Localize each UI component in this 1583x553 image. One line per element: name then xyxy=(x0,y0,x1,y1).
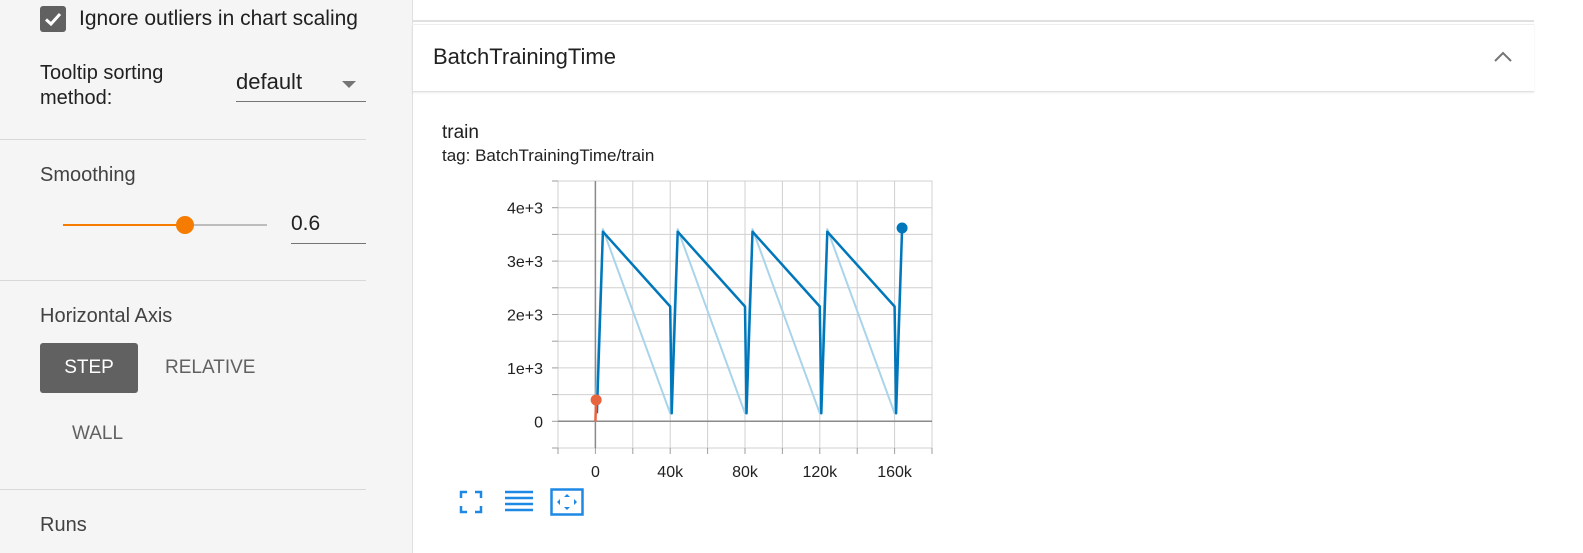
tooltip-sorting-label: Tooltip sorting method: xyxy=(40,62,164,109)
ignore-outliers-checkbox[interactable] xyxy=(40,6,66,32)
series-end-marker xyxy=(590,394,602,406)
card-title: BatchTrainingTime xyxy=(433,44,616,69)
x-tick-label: 80k xyxy=(732,464,759,481)
ignore-outliers-row[interactable]: Ignore outliers in chart scaling xyxy=(40,4,357,34)
chart-title: train xyxy=(442,122,479,143)
y-tick-label: 0 xyxy=(534,414,543,431)
y-tick-label: 4e+3 xyxy=(507,201,543,218)
axis-relative-button[interactable]: RELATIVE xyxy=(165,357,256,378)
fullscreen-button[interactable] xyxy=(454,487,488,517)
smoothing-slider[interactable] xyxy=(63,216,267,234)
x-tick-label: 120k xyxy=(802,464,838,481)
horizontal-axis-title: Horizontal Axis xyxy=(40,305,173,327)
chart-toolbar xyxy=(454,487,598,517)
axis-step-button[interactable]: STEP xyxy=(40,343,138,393)
x-tick-label: 160k xyxy=(877,464,913,481)
divider xyxy=(0,280,366,281)
smoothing-slider-thumb[interactable] xyxy=(176,216,195,234)
check-icon xyxy=(44,12,62,27)
chart-tag: tag: BatchTrainingTime/train xyxy=(442,146,655,165)
y-tick-label: 2e+3 xyxy=(507,308,543,325)
divider xyxy=(0,139,366,140)
y-tick-label: 3e+3 xyxy=(507,254,543,271)
chevron-up-icon[interactable] xyxy=(1492,46,1514,68)
previous-card-edge xyxy=(412,0,1534,22)
sidebar: Ignore outliers in chart scaling Tooltip… xyxy=(0,0,413,553)
log-scale-button[interactable] xyxy=(502,487,536,517)
divider xyxy=(0,489,366,490)
axis-wall-button[interactable]: WALL xyxy=(72,423,124,444)
line-chart[interactable]: 0 40k 80k 120k 160k 0 1e+3 2e+3 3e+3 4e+3 xyxy=(442,168,942,483)
fit-domain-button[interactable] xyxy=(550,487,584,517)
smoothing-slider-fill xyxy=(63,224,186,226)
smoothed-series-line xyxy=(595,227,904,415)
fit-domain-icon xyxy=(550,488,584,516)
fullscreen-icon xyxy=(459,490,483,514)
tooltip-sorting-value: default xyxy=(236,69,303,94)
tooltip-sorting-select[interactable]: default xyxy=(236,66,366,102)
x-tick-label: 0 xyxy=(591,464,600,481)
series-end-marker xyxy=(896,222,908,234)
log-scale-icon xyxy=(505,490,533,512)
y-tick-label: 1e+3 xyxy=(507,361,543,378)
card-header[interactable]: BatchTrainingTime xyxy=(412,24,1534,92)
x-tick-label: 40k xyxy=(657,464,684,481)
dropdown-arrow-icon xyxy=(342,81,356,88)
main-content: BatchTrainingTime train tag: BatchTraini… xyxy=(412,0,1583,553)
ignore-outliers-label: Ignore outliers in chart scaling xyxy=(79,7,357,30)
smoothing-input[interactable]: 0.6 xyxy=(291,208,366,244)
smoothing-title: Smoothing xyxy=(40,164,136,186)
runs-title: Runs xyxy=(40,514,87,536)
